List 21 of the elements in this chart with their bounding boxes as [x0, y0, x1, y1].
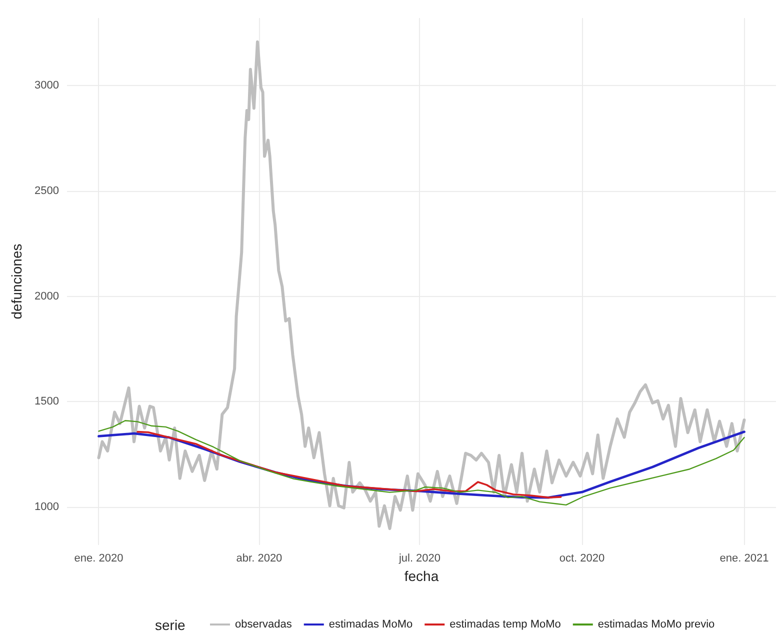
- line-series: [98, 430, 746, 499]
- legend-label: estimadas temp MoMo: [450, 618, 561, 630]
- y-axis-title: defunciones: [8, 244, 25, 320]
- y-tick-label: 2500: [34, 184, 59, 197]
- legend-label: estimadas MoMo previo: [598, 618, 715, 630]
- line-series: [98, 420, 745, 506]
- legend-label: observadas: [235, 618, 292, 630]
- x-tick-label: abr. 2020: [236, 552, 282, 564]
- x-tick-label: jul. 2020: [398, 552, 441, 564]
- line-series: [136, 430, 562, 498]
- legend-label: estimadas MoMo: [328, 618, 413, 630]
- legend-title: serie: [155, 617, 186, 633]
- x-axis-title: fecha: [404, 568, 439, 584]
- x-tick-label: oct. 2020: [559, 552, 605, 564]
- line-series: [97, 40, 746, 530]
- y-tick-label: 3000: [34, 79, 59, 92]
- y-tick-label: 1000: [34, 501, 59, 514]
- y-tick-label: 2000: [34, 290, 59, 302]
- x-tick-label: ene. 2020: [74, 552, 124, 564]
- y-tick-label: 1500: [34, 396, 59, 408]
- x-tick-label: ene. 2021: [720, 552, 769, 564]
